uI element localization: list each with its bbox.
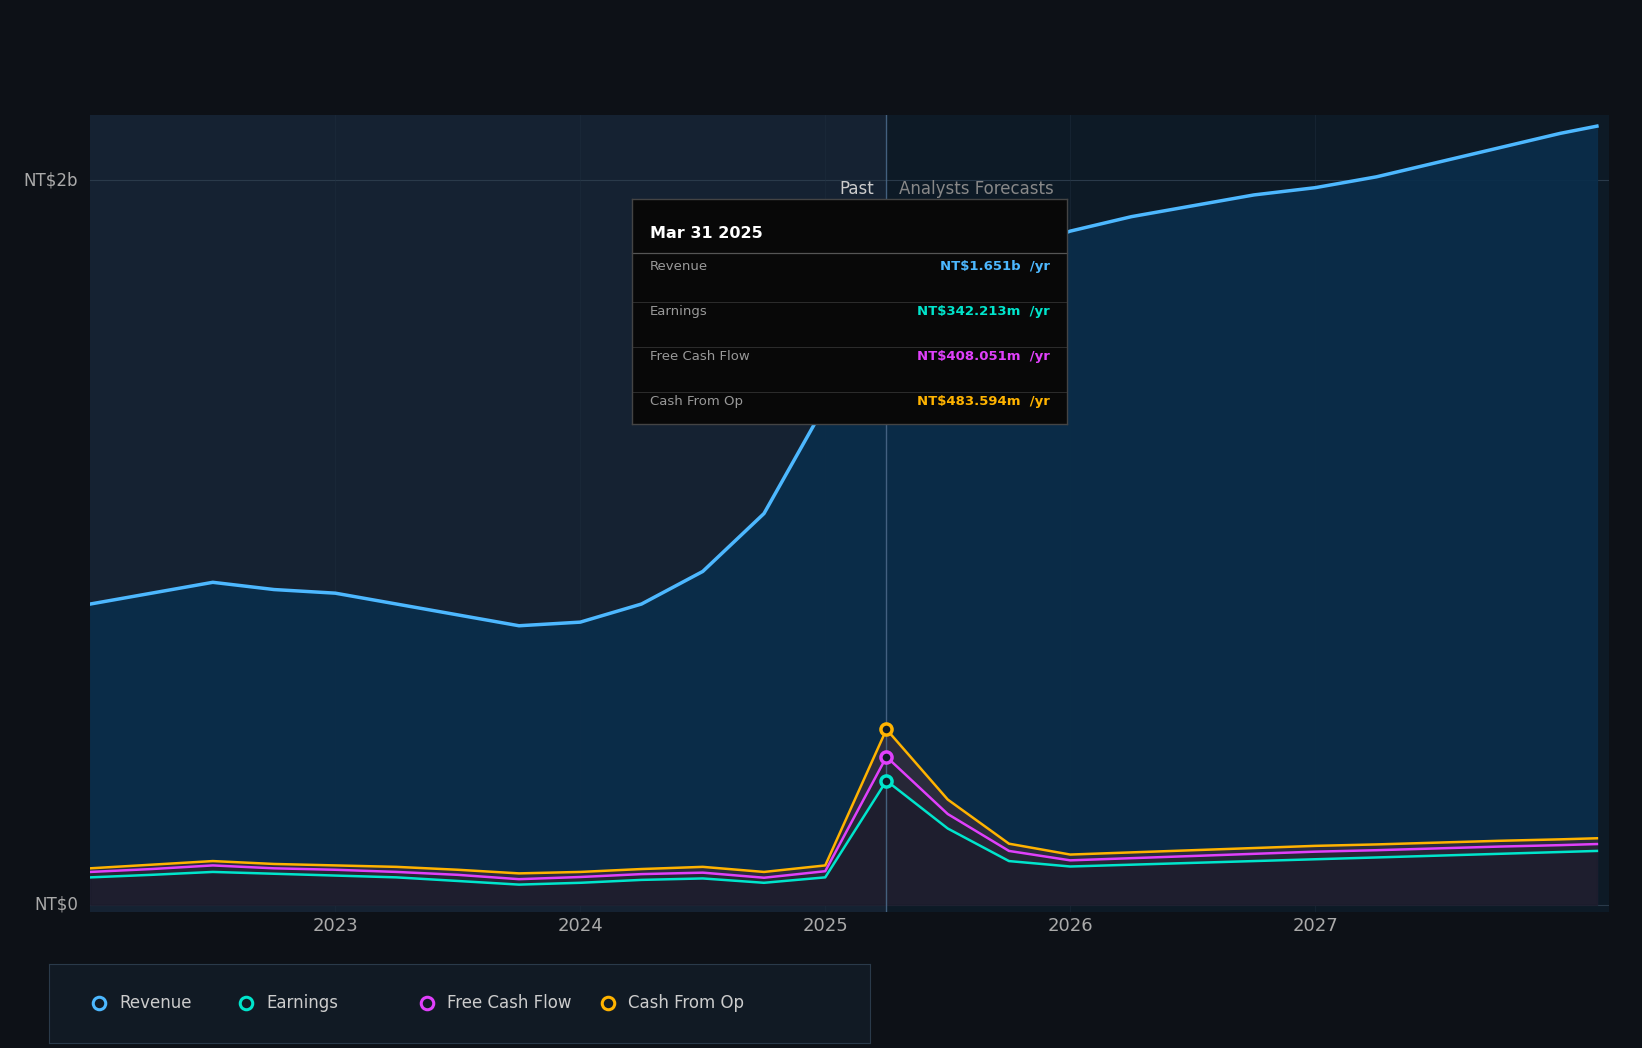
Bar [90,115,887,912]
Text: Cash From Op: Cash From Op [650,395,742,408]
Text: Revenue: Revenue [650,260,708,272]
Bar [887,115,1609,912]
Text: Past: Past [839,180,874,198]
Text: NT$342.213m  /yr: NT$342.213m /yr [918,305,1049,318]
Text: Mar 31 2025: Mar 31 2025 [650,226,762,241]
Text: NT$483.594m  /yr: NT$483.594m /yr [916,395,1049,408]
Text: Analysts Forecasts: Analysts Forecasts [898,180,1054,198]
Text: Revenue: Revenue [120,995,192,1012]
Text: Free Cash Flow: Free Cash Flow [448,995,571,1012]
Text: Earnings: Earnings [268,995,338,1012]
Text: NT$408.051m  /yr: NT$408.051m /yr [916,350,1049,363]
Text: NT$1.651b  /yr: NT$1.651b /yr [939,260,1049,272]
Text: NT$2b: NT$2b [23,172,79,190]
Text: Free Cash Flow: Free Cash Flow [650,350,749,363]
Text: NT$0: NT$0 [34,896,79,914]
Text: Cash From Op: Cash From Op [629,995,744,1012]
Text: Earnings: Earnings [650,305,708,318]
